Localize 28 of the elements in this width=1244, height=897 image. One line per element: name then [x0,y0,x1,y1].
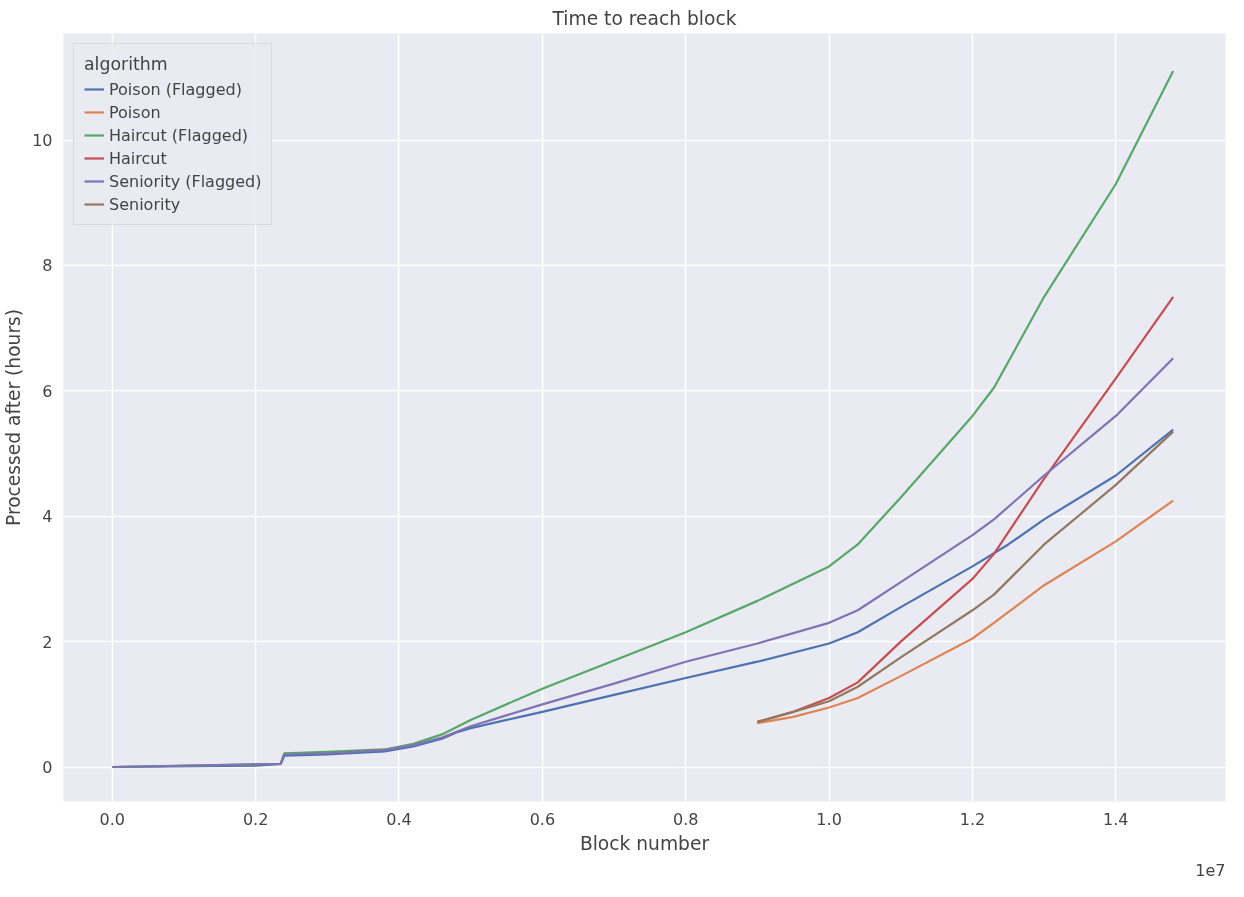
x-tick-label: 0.6 [529,809,556,829]
y-tick-label: 8 [42,256,53,276]
legend-label: Haircut [109,148,167,168]
x-tick-label: 0.2 [242,809,269,829]
x-axis-title: Block number [579,832,710,854]
y-axis-title: Processed after (hours) [3,308,25,527]
y-tick-label: 6 [42,381,53,401]
line-series [756,430,1175,723]
x-tick-label: 0.4 [386,809,412,829]
y-tick-label: 10 [32,131,53,151]
chart-title: Time to reach block [551,7,737,29]
legend-label: Poison (Flagged) [109,79,242,99]
legend-label: Haircut (Flagged) [109,125,249,145]
legend-title: algorithm [84,54,169,74]
text: 1e7 [1195,860,1226,880]
line-series [756,499,1175,725]
legend-label: Poison [109,102,161,122]
line-series [111,357,1175,769]
legend-label: Seniority [109,194,181,214]
x-tick-label: 1.4 [1103,809,1129,829]
legend-label: Seniority (Flagged) [109,171,262,191]
x-tick-label: 0.8 [673,809,699,829]
y-tick-label: 2 [42,632,53,652]
x-tick-label: 0.0 [99,809,125,829]
y-tick-label: 0 [42,758,53,778]
x-tick-label: 1.2 [959,809,986,829]
x-tick-label: 1.0 [816,809,842,829]
y-tick-label: 4 [42,507,53,527]
